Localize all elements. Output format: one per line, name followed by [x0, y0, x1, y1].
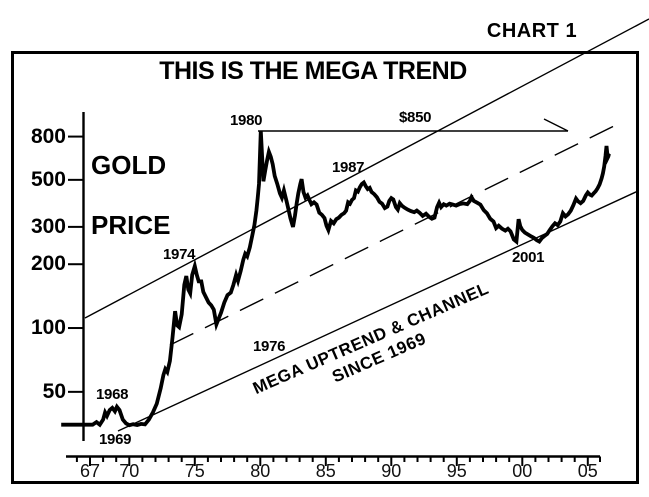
x-tick-label-00: 00 [512, 461, 533, 481]
x-tick-label-95: 95 [446, 461, 467, 481]
annotation-850-dollars: $850 [399, 109, 432, 126]
annotation-2001: 2001 [512, 249, 545, 266]
y-axis-title-line2: PRICE [91, 210, 171, 240]
middle-channel-trendline [169, 122, 621, 346]
annotation-1974: 1974 [163, 246, 196, 263]
gold-price-line [61, 130, 612, 428]
chart-border [11, 51, 639, 484]
annotation-1976: 1976 [253, 338, 286, 355]
x-tick-label-85: 85 [315, 461, 336, 481]
x-tick-label-67: 67 [79, 461, 101, 481]
y-tick-label-500: 500 [30, 167, 66, 191]
upper-channel-trendline [84, 18, 649, 319]
annotation-1987: 1987 [332, 159, 365, 176]
chart-title: THIS IS THE MEGA TREND [159, 57, 467, 85]
x-tick-label-90: 90 [381, 461, 402, 481]
x-tick-label-05: 05 [577, 461, 598, 481]
y-tick-label-100: 100 [30, 316, 66, 340]
y-tick-label-800: 800 [30, 124, 66, 148]
price-ceiling-arrowhead [543, 118, 569, 132]
annotation-1980: 1980 [230, 112, 263, 129]
y-tick-label-200: 200 [30, 252, 66, 276]
y-tick-label-50: 50 [42, 379, 66, 403]
y-axis-title-line1: GOLD [91, 150, 167, 180]
x-tick-label-70: 70 [119, 461, 140, 481]
annotation-1968: 1968 [96, 386, 129, 403]
annotation-1969: 1969 [99, 431, 132, 448]
x-tick-label-80: 80 [250, 461, 271, 481]
y-axis-title: GOLD PRICE [91, 120, 170, 270]
x-tick-label-75: 75 [184, 461, 205, 481]
lower-channel-trendline [117, 190, 639, 432]
chart-number-label: CHART 1 [486, 20, 578, 42]
y-tick-label-300: 300 [30, 214, 66, 238]
